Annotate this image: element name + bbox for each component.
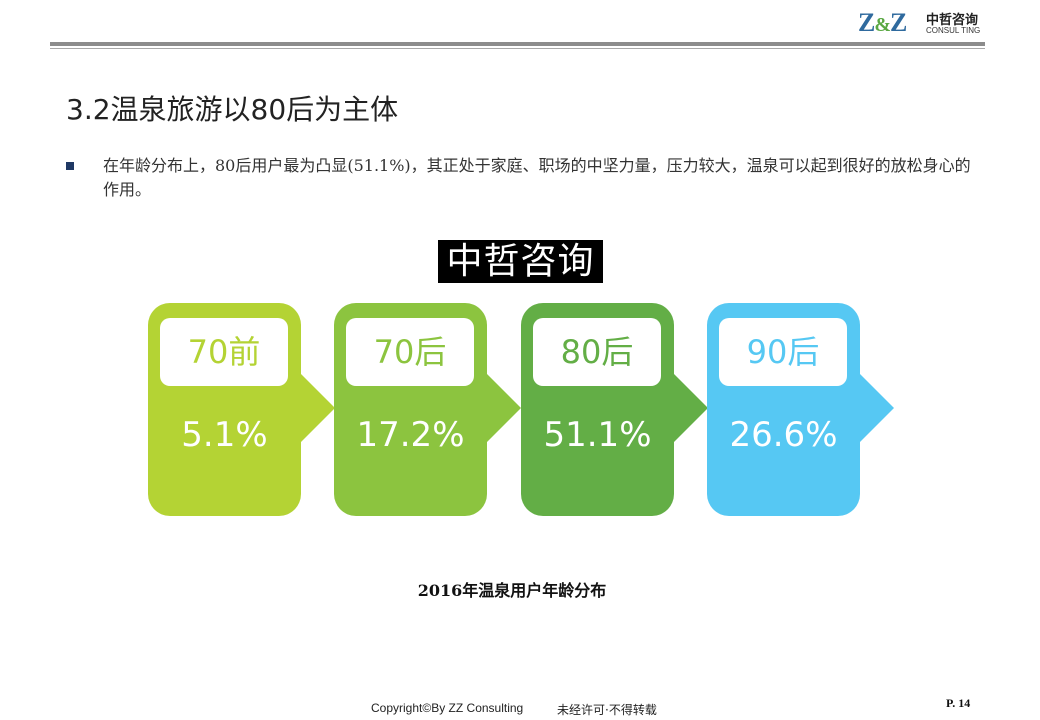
arrow-icon xyxy=(673,373,708,443)
header-rule-thin xyxy=(50,48,985,49)
copyright-notice: 未经许可·不得转载 xyxy=(557,703,657,717)
age-label: 80后 xyxy=(533,318,661,386)
age-percent: 51.1% xyxy=(543,415,652,455)
bullet-text: 在年龄分布上，80后用户最为凸显(51.1%)，其正处于家庭、职场的中坚力量，压… xyxy=(103,156,971,199)
slide-title: 3.2温泉旅游以80后为主体 xyxy=(66,93,399,126)
logo-en: CONSUL TING xyxy=(926,26,981,35)
arrow-icon xyxy=(300,373,335,443)
logo-cn: 中哲咨询 xyxy=(926,13,979,28)
arrow-icon xyxy=(859,373,894,443)
logo: Z&Z xyxy=(858,8,907,37)
age-label: 70前 xyxy=(160,318,288,386)
age-percent: 5.1% xyxy=(181,415,268,455)
chart-caption: 2016年温泉用户年龄分布 xyxy=(417,581,607,600)
age-card: 70前 5.1% xyxy=(148,303,335,516)
age-percent: 26.6% xyxy=(729,415,838,455)
age-percent: 17.2% xyxy=(356,415,465,455)
age-label: 70后 xyxy=(346,318,474,386)
copyright: Copyright©By ZZ Consulting xyxy=(371,701,524,715)
header-rule xyxy=(50,42,985,46)
bullet-icon xyxy=(66,162,74,170)
age-card: 80后 51.1% xyxy=(521,303,708,516)
age-card: 70后 17.2% xyxy=(334,303,521,516)
arrow-icon xyxy=(486,373,521,443)
age-card: 90后 26.6% xyxy=(707,303,894,516)
age-label: 90后 xyxy=(719,318,847,386)
watermark: 中哲咨询 xyxy=(438,240,603,283)
page-number: P. 14 xyxy=(946,696,971,710)
